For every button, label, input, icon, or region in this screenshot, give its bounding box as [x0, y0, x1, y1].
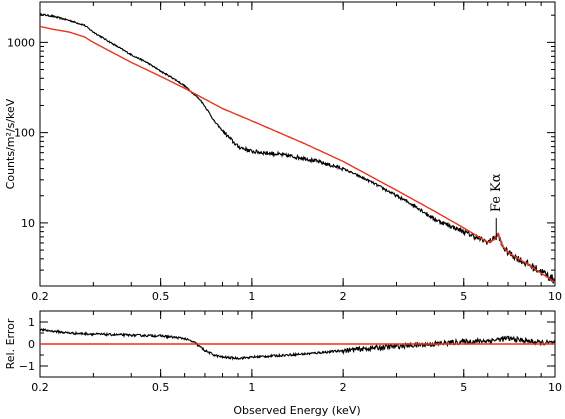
spectrum-data-point — [92, 31, 94, 33]
residual-data-point — [463, 341, 465, 343]
spectrum-data-point — [68, 19, 70, 22]
spectrum-data-point — [433, 218, 435, 220]
spectrum-data-point — [554, 279, 556, 282]
spectrum-model-line — [39, 25, 556, 283]
residual-panel: 0.2 0.5 1 2 5 10 −1 0 1 Rel. Error Observed Ener… — [4, 310, 562, 417]
residual-data-point — [184, 337, 186, 340]
spectrum-x-tick-label: 1 — [248, 290, 255, 303]
spectrum-data-point — [83, 24, 85, 26]
residual-x-tick-label: 0.2 — [31, 381, 49, 394]
spectrum-x-tick-label: 0.5 — [152, 290, 170, 303]
spectrum-data-point — [371, 181, 374, 184]
residual-data-point — [487, 340, 489, 342]
spectrum-data-point — [237, 146, 239, 148]
x-axis-label: Observed Energy (keV) — [233, 404, 360, 417]
residual-x-tick-label: 1 — [248, 381, 255, 394]
residual-x-tick-label: 0.5 — [152, 381, 170, 394]
spectrum-data-point — [395, 195, 398, 197]
fe-k-alpha-label: Fe Kα — [489, 173, 504, 212]
residual-y-tick-label: −1 — [19, 360, 35, 373]
spectrum-data-point — [463, 231, 465, 233]
residual-y-tick-label: 1 — [28, 316, 35, 329]
residual-data-series — [39, 327, 556, 361]
spectrum-data-point — [229, 138, 232, 140]
spectrum-data-point — [208, 111, 210, 113]
spectrum-data-point — [160, 70, 162, 72]
spectrum-data-point — [416, 206, 418, 208]
residual-y-axis-label: Rel. Error — [4, 318, 17, 369]
residual-data-point — [204, 350, 206, 352]
residual-x-tick-label: 5 — [460, 381, 467, 394]
residual-data-point — [194, 342, 196, 344]
residual-data-point — [39, 329, 41, 331]
spectrum-data-point — [113, 43, 115, 45]
residual-data-point — [395, 345, 398, 347]
spectrum-data-point — [204, 105, 206, 108]
spectrum-data-point — [51, 15, 54, 17]
spectrum-data-point — [304, 157, 306, 159]
residual-y-tick-label: 0 — [28, 338, 35, 351]
residual-data-point — [554, 342, 556, 344]
spectrum-data-point — [39, 13, 41, 15]
spectrum-data-point — [172, 77, 174, 79]
residual-data-point — [342, 350, 344, 352]
residual-data-point — [92, 333, 94, 335]
spectrum-data-point — [130, 54, 132, 56]
spectrum-y-tick-label: 100 — [14, 127, 35, 140]
spectrum-data-series — [39, 13, 556, 284]
residual-data-point — [304, 353, 306, 355]
spectrum-panel: 0.2 0.5 1 2 5 10 10 100 1000 Fe Kα Counts/m²/s/k… — [4, 1, 562, 303]
spectrum-data-point — [213, 120, 215, 122]
residual-data-point — [130, 334, 132, 336]
residual-x-tick-label: 10 — [548, 381, 562, 394]
residual-data-point — [251, 356, 253, 358]
spectrum-data-point — [275, 153, 277, 155]
residual-data-point — [68, 332, 70, 334]
spectrum-data-point — [184, 85, 186, 87]
spectrum-y-tick-label: 10 — [21, 217, 35, 230]
spectrum-y-axis-label: Counts/m²/s/keV — [4, 98, 17, 189]
spectrum-x-tick-label: 2 — [340, 290, 347, 303]
spectrum-plot-frame — [39, 1, 556, 287]
spectrum-data-point — [200, 100, 202, 102]
residual-data-point — [221, 356, 224, 358]
spectrum-data-point — [540, 270, 542, 273]
residual-data-point — [540, 342, 542, 344]
spectrum-x-tick-label: 10 — [548, 290, 562, 303]
residual-data-point — [213, 354, 215, 356]
spectrum-x-tick-label: 5 — [460, 290, 467, 303]
residual-data-point — [237, 357, 239, 359]
spectrum-y-tick-label: 1000 — [7, 36, 35, 49]
residual-x-tick-label: 2 — [340, 381, 347, 394]
residual-data-point — [525, 340, 527, 342]
spectrum-x-tick-label: 0.2 — [31, 290, 49, 303]
spectrum-data-point — [146, 61, 148, 63]
spectrum-data-point — [251, 150, 253, 152]
residual-data-point — [160, 335, 162, 337]
residual-data-point — [507, 337, 509, 340]
spectrum-data-point — [221, 130, 224, 132]
spectrum-data-point — [342, 167, 344, 170]
